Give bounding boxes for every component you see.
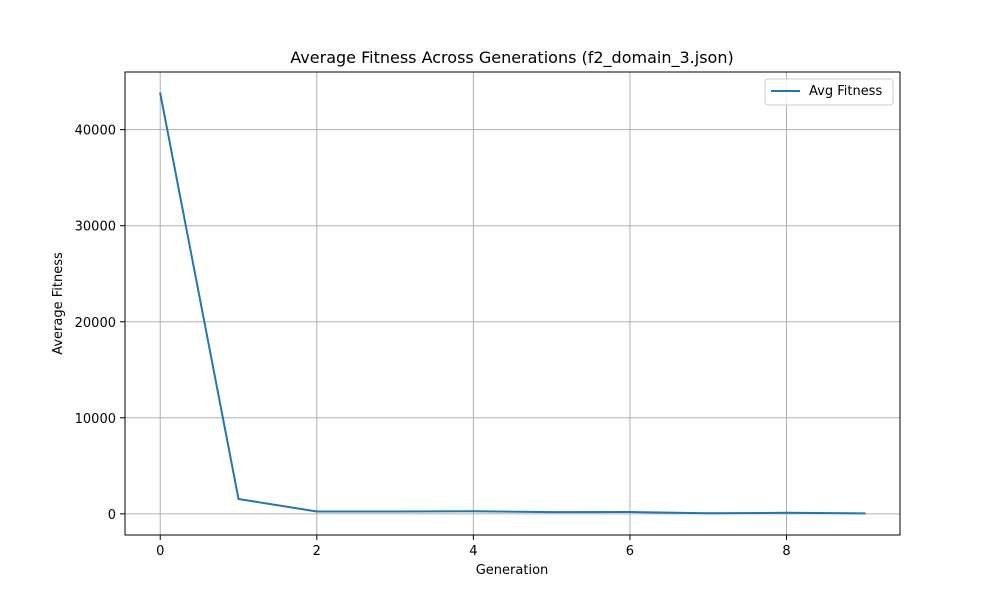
y-tick-label: 20000 — [75, 316, 116, 331]
x-tick-label: 8 — [782, 544, 790, 559]
series-line-avg-fitness — [159, 92, 865, 515]
data-point — [863, 512, 866, 515]
data-point — [628, 511, 631, 514]
chart-title: Average Fitness Across Generations (f2_d… — [290, 48, 733, 68]
x-tick-label: 0 — [156, 544, 164, 559]
x-tick-label: 4 — [469, 544, 477, 559]
data-point — [315, 510, 318, 513]
data-point — [472, 510, 475, 513]
data-point — [707, 512, 710, 515]
y-tick-label: 0 — [108, 508, 116, 523]
data-point — [785, 511, 788, 514]
plot-frame — [124, 71, 901, 536]
axis-ticks: 0 2 4 6 8 0 10000 20000 30000 40000 — [75, 124, 791, 559]
x-axis-label: Generation — [476, 563, 549, 578]
legend: Avg Fitness — [764, 78, 894, 106]
series-layer — [159, 92, 866, 515]
data-point — [394, 510, 397, 513]
y-tick-label: 40000 — [75, 124, 116, 139]
x-tick-label: 2 — [313, 544, 321, 559]
data-point — [159, 92, 162, 95]
data-point — [550, 511, 553, 514]
x-tick-label: 6 — [626, 544, 634, 559]
legend-label: Avg Fitness — [809, 84, 882, 99]
y-axis-label: Average Fitness — [51, 252, 66, 355]
data-point — [237, 497, 240, 500]
grid — [125, 72, 900, 535]
y-tick-label: 30000 — [75, 220, 116, 235]
legend-box — [764, 78, 894, 106]
y-tick-label: 10000 — [75, 412, 116, 427]
